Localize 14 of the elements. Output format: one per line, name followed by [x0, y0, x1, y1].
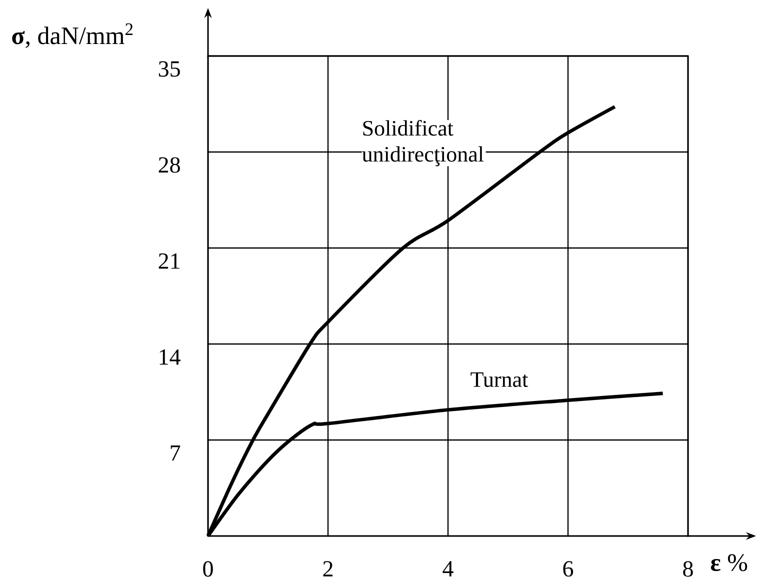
y-tick-label: 28	[158, 157, 180, 173]
x-tick-label: 2	[323, 561, 332, 576]
x-axis-title: ε %	[710, 554, 748, 572]
y-axis-title: σ, daN/mm$^{2}$	[12, 23, 133, 48]
y-tick-label: 7	[170, 445, 180, 461]
y-tick-label: 35	[158, 61, 180, 77]
x-tick-label: 0	[203, 561, 213, 577]
x-tick-label: 6	[563, 561, 574, 577]
x-tick-label: 8	[683, 561, 693, 577]
y-tick-label: 14	[160, 349, 180, 365]
x-tick-label: 4	[442, 561, 454, 576]
series-label: Turnat	[470, 372, 528, 387]
series-label: Solidificat unidirecţional	[362, 120, 484, 166]
y-tick-label: 21	[158, 253, 180, 269]
